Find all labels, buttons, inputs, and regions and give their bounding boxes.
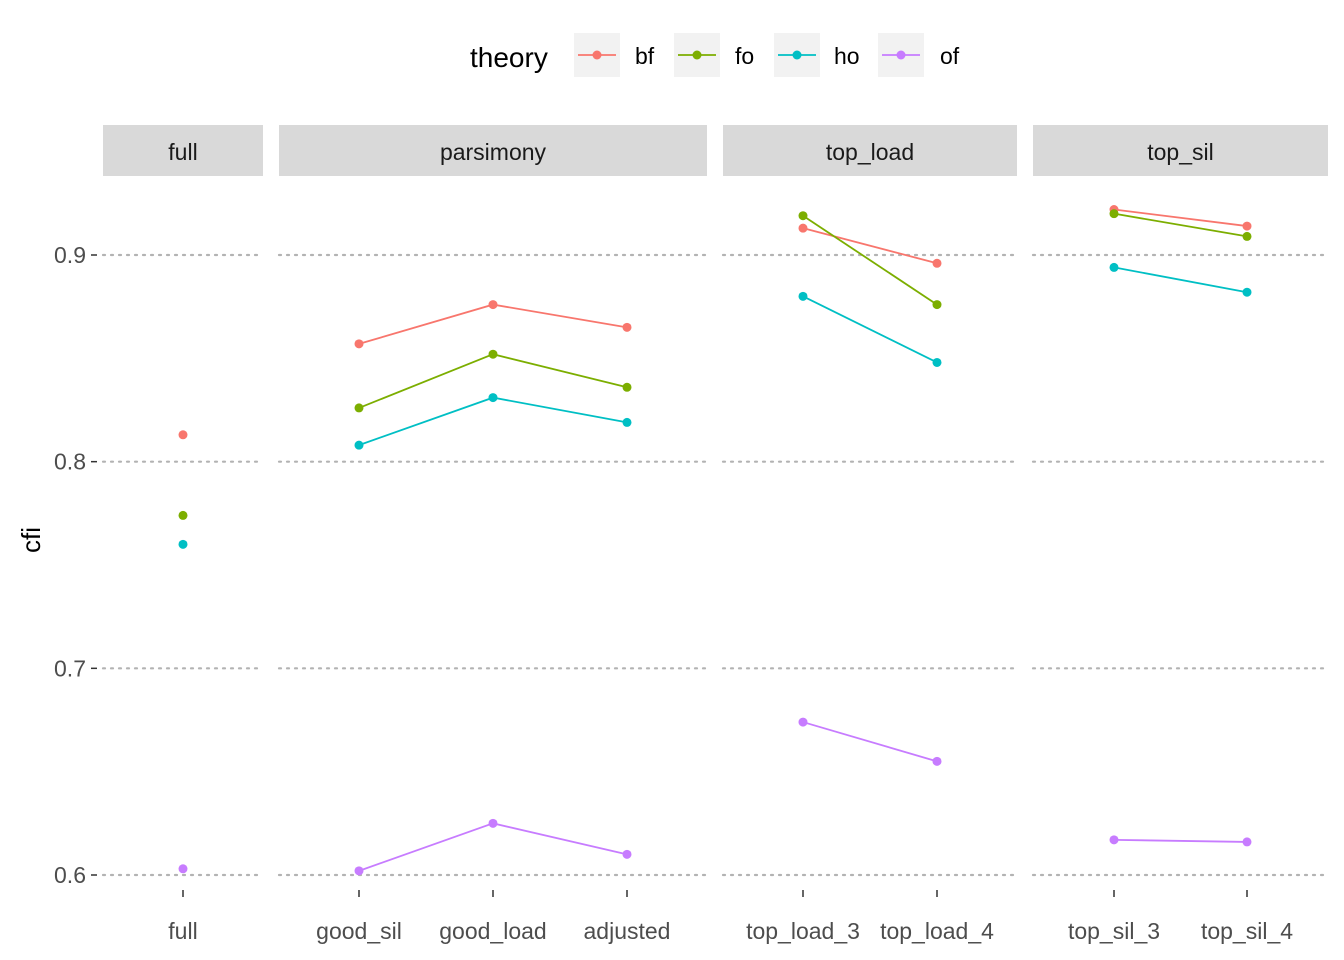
strip-label: top_load bbox=[826, 139, 914, 165]
data-point-of bbox=[1242, 837, 1252, 847]
series-line-bf bbox=[802, 227, 938, 265]
series-line-ho bbox=[1113, 266, 1248, 294]
data-point-ho bbox=[488, 393, 498, 403]
legend-key-point bbox=[896, 50, 906, 60]
x-tick-label: top_load_4 bbox=[880, 918, 994, 944]
x-tick-label: good_sil bbox=[316, 918, 402, 944]
data-point-of bbox=[354, 866, 364, 876]
data-point-bf bbox=[354, 339, 364, 349]
facet-panel-parsimony bbox=[354, 300, 632, 876]
facet-strip-top_load: top_load bbox=[723, 125, 1017, 176]
facet-panel-top_sil bbox=[1109, 205, 1252, 847]
legend-label-of: of bbox=[940, 43, 960, 69]
series-line-of bbox=[1113, 838, 1248, 843]
data-point-bf bbox=[798, 223, 808, 233]
series-line-of bbox=[358, 822, 628, 872]
series-line-fo bbox=[802, 214, 938, 306]
data-point-of bbox=[1109, 835, 1119, 845]
data-point-bf bbox=[178, 430, 188, 440]
facet-strip-parsimony: parsimony bbox=[279, 125, 707, 176]
strip-background bbox=[279, 125, 707, 176]
x-tick-label: top_sil_4 bbox=[1201, 918, 1293, 944]
y-tick-label: 0.9 bbox=[54, 242, 86, 268]
data-point-ho bbox=[1242, 287, 1252, 297]
data-point-bf bbox=[1242, 221, 1252, 231]
data-point-of bbox=[798, 717, 808, 727]
x-tick-label: adjusted bbox=[584, 918, 671, 944]
data-point-ho bbox=[354, 440, 364, 450]
facet-panel-full bbox=[178, 430, 188, 874]
data-point-of bbox=[178, 864, 188, 874]
data-point-bf bbox=[488, 300, 498, 310]
data-point-ho bbox=[622, 417, 632, 427]
legend-key-point bbox=[692, 50, 702, 60]
legend-label-fo: fo bbox=[735, 43, 754, 69]
series-line-fo bbox=[1113, 212, 1248, 238]
y-axis: 0.6 0.7 0.8 0.9 cfi bbox=[16, 242, 97, 888]
legend-item-fo: fo bbox=[674, 33, 754, 77]
strip-label: full bbox=[168, 139, 197, 165]
data-point-ho bbox=[798, 291, 808, 301]
data-point-fo bbox=[488, 349, 498, 359]
data-point-bf bbox=[932, 258, 942, 268]
legend-title: theory bbox=[470, 42, 548, 73]
data-point-fo bbox=[798, 211, 808, 221]
gridlines bbox=[101, 253, 1330, 877]
data-point-fo bbox=[1242, 231, 1252, 241]
strip-background bbox=[723, 125, 1017, 176]
data-point-ho bbox=[1109, 262, 1119, 272]
data-point-of bbox=[932, 756, 942, 766]
strip-label: parsimony bbox=[440, 139, 547, 165]
legend: theory bf fo ho of bbox=[470, 33, 960, 77]
series-line-ho bbox=[802, 295, 938, 364]
data-point-of bbox=[622, 849, 632, 859]
x-axis: full good_sil good_load adjusted top_load_3 t… bbox=[168, 890, 1293, 944]
y-tick-label: 0.7 bbox=[54, 655, 86, 681]
data-point-fo bbox=[178, 510, 188, 520]
y-tick-label: 0.6 bbox=[54, 862, 86, 888]
legend-key-point bbox=[592, 50, 602, 60]
facet-strip-full: full bbox=[103, 125, 263, 176]
data-point-ho bbox=[178, 539, 188, 549]
strip-background bbox=[1033, 125, 1328, 176]
data-point-fo bbox=[622, 382, 632, 392]
data-point-fo bbox=[354, 403, 364, 413]
legend-item-ho: ho bbox=[774, 33, 860, 77]
y-tick-label: 0.8 bbox=[54, 449, 86, 475]
legend-label-ho: ho bbox=[834, 43, 860, 69]
facet-strip-top_sil: top_sil bbox=[1033, 125, 1328, 176]
data-point-fo bbox=[1109, 209, 1119, 219]
series-line-ho bbox=[358, 396, 628, 446]
data-point-fo bbox=[932, 300, 942, 310]
data-marks bbox=[178, 205, 1252, 876]
facet-strips: full parsimony top_load top_sil bbox=[103, 125, 1328, 176]
x-tick-label: top_sil_3 bbox=[1068, 918, 1160, 944]
legend-item-bf: bf bbox=[574, 33, 655, 77]
strip-background bbox=[103, 125, 263, 176]
series-line-bf bbox=[358, 303, 628, 345]
x-tick-label: top_load_3 bbox=[746, 918, 860, 944]
y-axis-title: cfi bbox=[16, 527, 46, 553]
facet-panel-top_load bbox=[798, 211, 942, 766]
series-line-of bbox=[802, 721, 938, 763]
data-point-ho bbox=[932, 357, 942, 367]
legend-item-of: of bbox=[878, 33, 960, 77]
series-line-bf bbox=[1113, 208, 1248, 227]
data-point-of bbox=[488, 818, 498, 828]
legend-label-bf: bf bbox=[635, 43, 655, 69]
x-tick-label: full bbox=[168, 918, 197, 944]
legend-key-point bbox=[792, 50, 802, 60]
x-tick-label: good_load bbox=[439, 918, 546, 944]
data-point-bf bbox=[622, 322, 632, 332]
strip-label: top_sil bbox=[1147, 139, 1213, 165]
